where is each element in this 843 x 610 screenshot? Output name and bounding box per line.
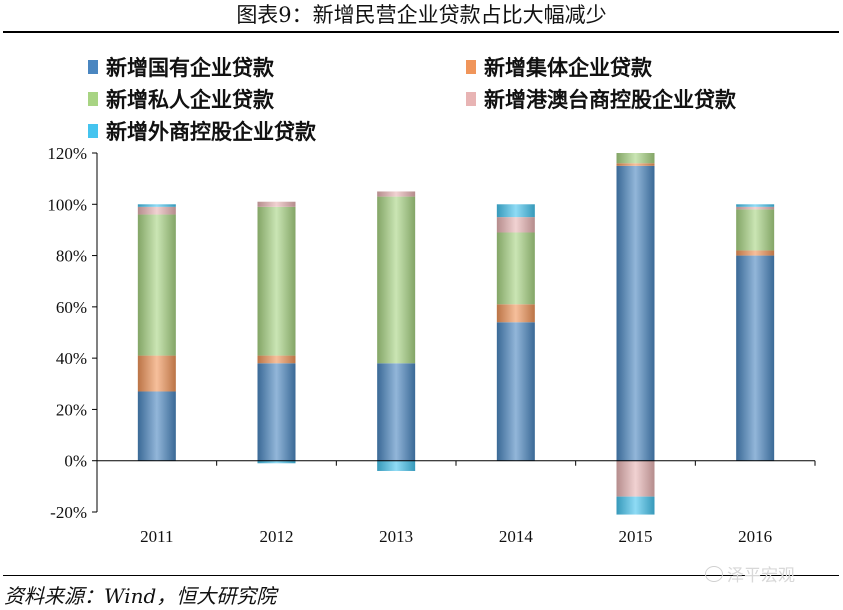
- x-tick-label: 2016: [738, 527, 772, 546]
- x-tick-label: 2015: [619, 527, 653, 546]
- footer-rule: [3, 575, 839, 576]
- watermark-text: 泽平宏观: [727, 566, 795, 586]
- bar-segment: [496, 217, 535, 233]
- bar-segment: [137, 214, 176, 356]
- legend-label: 新增国有企业贷款: [106, 55, 274, 80]
- bar-segment: [616, 153, 655, 164]
- legend-swatch: [466, 92, 476, 106]
- bar-segment: [616, 496, 655, 515]
- y-tick-label: 80%: [56, 247, 87, 266]
- source-note: 资料来源：Wind，恒大研究院: [4, 584, 277, 608]
- legend-label: 新增外商控股企业贷款: [106, 119, 316, 144]
- bar-segment: [496, 322, 535, 461]
- y-tick-label: 60%: [56, 298, 87, 317]
- y-tick-label: 100%: [47, 195, 87, 214]
- bar-segment: [496, 204, 535, 218]
- legend-item: 新增港澳台商控股企业贷款: [466, 84, 736, 114]
- x-tick-label: 2011: [140, 527, 173, 546]
- x-tick-label: 2014: [499, 527, 534, 546]
- x-tick-label: 2012: [260, 527, 294, 546]
- bar-segment: [137, 204, 176, 207]
- legend: 新增国有企业贷款 新增集体企业贷款 新增私人企业贷款 新增港澳台商控股企业贷款 …: [0, 0, 843, 150]
- bar-segment: [616, 165, 655, 461]
- bar-segment: [736, 206, 775, 210]
- bar-segment: [616, 163, 655, 166]
- chart-title: 图表9：新增民营企业贷款占比大幅减少: [236, 3, 607, 27]
- x-tick-label: 2013: [379, 527, 413, 546]
- legend-item: 新增外商控股企业贷款: [88, 116, 316, 146]
- bar-segment: [496, 304, 535, 323]
- bar-segment: [496, 232, 535, 305]
- legend-item: 新增私人企业贷款: [88, 84, 274, 114]
- wechat-icon: [705, 565, 723, 582]
- bar-segment: [377, 363, 416, 461]
- bar-segment: [736, 250, 775, 256]
- y-tick-label: 40%: [56, 349, 87, 368]
- bar-segment: [137, 355, 176, 392]
- watermark: 泽平宏观: [705, 561, 795, 586]
- legend-swatch: [88, 124, 98, 138]
- legend-label: 新增私人企业贷款: [106, 87, 274, 112]
- stacked-bar-chart: 120% 100% 80% 60% 40% 20% 0% -20% 2011 2012 2013 20…: [47, 144, 816, 546]
- bar-segment: [257, 355, 296, 364]
- legend-item: 新增集体企业贷款: [466, 52, 652, 82]
- bar-segment: [377, 196, 416, 364]
- y-tick-label: 120%: [47, 144, 87, 163]
- bar-segment: [137, 206, 176, 215]
- bar-segment: [736, 204, 775, 207]
- legend-label: 新增集体企业贷款: [484, 55, 652, 80]
- bar-segment: [616, 460, 655, 497]
- y-tick-label: 20%: [56, 400, 87, 419]
- legend-swatch: [466, 60, 476, 74]
- bar-segment: [257, 206, 296, 356]
- bar-segment: [736, 209, 775, 251]
- title-rule: [3, 31, 839, 33]
- bar-segment: [377, 460, 416, 471]
- bar-segment: [736, 255, 775, 461]
- bar-segment: [257, 363, 296, 461]
- legend-item: 新增国有企业贷款: [88, 52, 274, 82]
- bar-segment: [377, 191, 416, 197]
- y-tick-label: -20%: [50, 503, 87, 522]
- legend-swatch: [88, 92, 98, 106]
- bar-segment: [257, 460, 296, 464]
- bar-segment: [257, 201, 296, 207]
- legend-label: 新增港澳台商控股企业贷款: [484, 87, 736, 112]
- y-tick-label: 0%: [64, 452, 87, 471]
- bar-segment: [137, 391, 176, 461]
- legend-swatch: [88, 60, 98, 74]
